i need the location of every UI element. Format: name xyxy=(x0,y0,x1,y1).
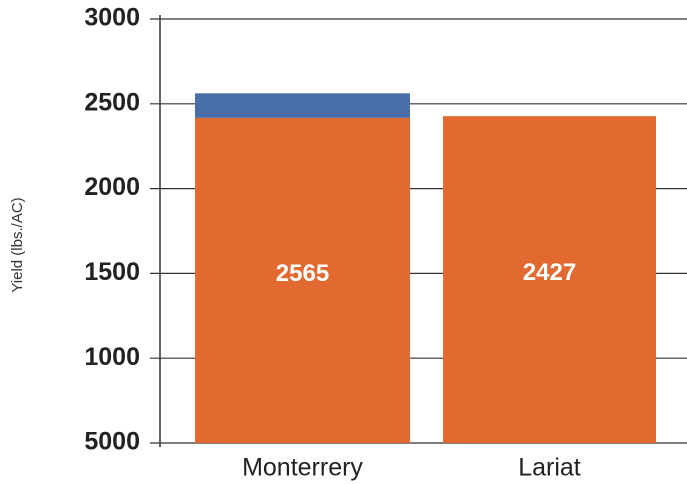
value-label: 2427 xyxy=(523,259,576,286)
y-tick-label: 1500 xyxy=(84,258,140,286)
bar-segment xyxy=(195,117,410,443)
y-axis-label: Yield (lbs./AC) xyxy=(9,197,26,292)
y-tick-label: 3000 xyxy=(84,4,140,32)
y-tick-label: 5000 xyxy=(84,428,140,456)
y-tick-label: 2000 xyxy=(84,173,140,201)
value-label: 2565 xyxy=(276,260,329,287)
y-tick-label: 2500 xyxy=(84,88,140,116)
y-tick-label: 1000 xyxy=(84,343,140,371)
x-tick-label: Monterrery xyxy=(242,454,363,482)
bar-segment xyxy=(443,116,656,444)
bar-segment xyxy=(195,93,410,118)
x-tick-label: Lariat xyxy=(518,454,581,482)
